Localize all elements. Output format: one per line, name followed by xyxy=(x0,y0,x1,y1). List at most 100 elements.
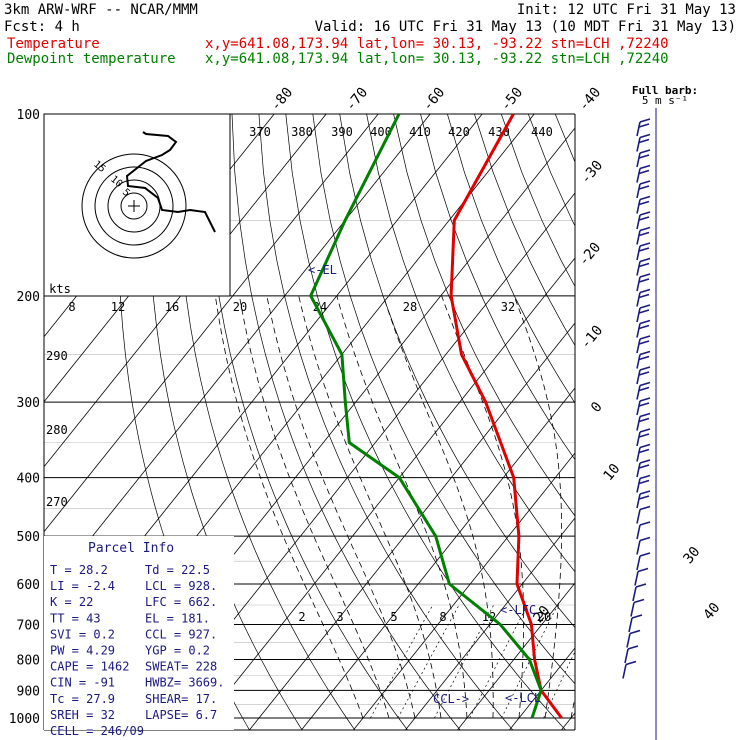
isotherm-label-right: -20 xyxy=(576,240,605,270)
barb-key-units: 5 m s⁻¹ xyxy=(642,94,688,107)
isotherm-line xyxy=(44,114,379,533)
isotherm-label-top: -60 xyxy=(420,85,449,115)
wind-barb-flag xyxy=(639,149,651,154)
wind-barb-flag xyxy=(639,335,651,340)
moist-adiabat xyxy=(383,295,494,718)
pressure-label: 800 xyxy=(17,653,40,668)
isotherm-label-top: -80 xyxy=(268,85,297,115)
valid-time: Valid: 16 UTC Fri 31 May 13 (10 MDT Fri … xyxy=(315,19,736,35)
wind-barb-shaft xyxy=(636,121,641,137)
dewpoint-line xyxy=(309,114,543,719)
parcel-row-right: HWBZ= 3669. xyxy=(145,676,224,690)
wind-barb-shaft xyxy=(636,354,641,369)
wind-barb-flag xyxy=(639,459,651,464)
adiabat-label: 280 xyxy=(46,423,68,437)
parcel-row-right: LFC = 662. xyxy=(145,595,217,609)
pressure-label: 300 xyxy=(17,396,40,411)
wind-barb-flag xyxy=(639,273,651,278)
isotherm-label-right: -10 xyxy=(578,323,607,353)
isotherm-line xyxy=(665,114,740,731)
wind-barb-shaft xyxy=(636,524,641,540)
wind-barb-flag xyxy=(639,133,651,139)
pressure-label: 700 xyxy=(17,618,40,633)
profiles xyxy=(309,114,563,719)
wind-barb-flag xyxy=(639,257,651,263)
wind-barb-flag xyxy=(638,278,650,283)
wind-barb-flag xyxy=(639,474,651,480)
wind-barb-shaft xyxy=(636,338,641,354)
wind-barb-flag xyxy=(629,629,641,635)
wind-barb-shaft xyxy=(636,137,641,152)
hodograph-trace xyxy=(125,131,216,233)
wind-barb-flag xyxy=(639,536,651,542)
theta-label: 410 xyxy=(409,125,431,139)
moist-adiabat xyxy=(441,295,524,719)
parcel-row-left: Tc = 27.9 xyxy=(50,692,115,706)
dry-adiabat xyxy=(527,114,575,227)
parcel-row-left: TT = 43 xyxy=(50,611,101,625)
wind-barb-shaft xyxy=(636,276,641,292)
annotations: <-EL <-LFC CCL-> <-LCL xyxy=(308,263,541,706)
wind-barb-flag xyxy=(638,216,650,221)
wind-barb-flag xyxy=(638,479,650,485)
isotherm-label-top: -40 xyxy=(576,85,605,115)
hodo-axis-label: 8 xyxy=(68,300,75,314)
wind-barb-shaft xyxy=(636,509,641,524)
isotherm-line xyxy=(404,517,575,730)
wind-barb-shaft xyxy=(636,493,641,509)
wind-barb-shaft xyxy=(636,416,641,431)
parcel-row-right: YGP = 0.2 xyxy=(145,644,210,658)
wind-barb-shaft xyxy=(636,292,641,307)
isotherm-label-right: -30 xyxy=(578,158,607,188)
wind-barb-flag xyxy=(638,417,650,423)
wind-barb-flag xyxy=(638,123,650,128)
wind-barb-shaft xyxy=(636,431,641,447)
dry-adiabat xyxy=(258,114,514,730)
dry-adiabat xyxy=(636,114,740,731)
wind-barb-shaft xyxy=(636,152,641,168)
legend-temperature-name: Temperature xyxy=(7,36,100,52)
hodograph-ring xyxy=(94,166,174,246)
wind-barb-shaft xyxy=(626,633,631,648)
wind-barb-flag xyxy=(638,386,650,392)
wind-barb-shaft xyxy=(636,261,641,276)
dry-adiabat xyxy=(500,114,575,288)
parcel-row-right: LCL = 928. xyxy=(145,579,217,593)
wind-barb-shaft xyxy=(636,400,641,416)
wind-barb-shaft xyxy=(636,230,641,245)
dry-adiabat xyxy=(717,114,740,731)
wind-barb-flag xyxy=(639,397,651,402)
pressure-label: 600 xyxy=(17,578,40,593)
isotherm-line xyxy=(248,322,575,730)
wind-barb-flag xyxy=(639,288,651,294)
annotation-label: CCL-> xyxy=(433,692,469,706)
dry-adiabat xyxy=(663,114,740,731)
moist-adiabat xyxy=(336,295,468,719)
wind-barb-flag xyxy=(638,448,650,454)
moist-adiabat xyxy=(513,295,562,719)
wind-barb-flag xyxy=(638,464,650,469)
isotherm-label-right: 40 xyxy=(700,600,723,623)
hodo-axis-label: 20 xyxy=(233,300,247,314)
wind-barb-shaft xyxy=(630,602,635,617)
wind-barb-flag xyxy=(638,138,650,144)
annotation-label: <-LFC xyxy=(500,603,536,617)
wind-barb-shaft xyxy=(636,447,641,462)
moist-adiabat xyxy=(239,295,390,719)
mixing-ratio-line xyxy=(370,604,434,719)
isotherm-line xyxy=(300,387,575,730)
dry-adiabat xyxy=(285,114,567,730)
parcel-row-right: LAPSE= 6.7 xyxy=(145,708,217,722)
wind-barb-shaft xyxy=(636,199,641,214)
mixing-ratio-label: 5 xyxy=(390,610,397,624)
adiabat-label: 290 xyxy=(46,349,68,363)
model-title: 3km ARW-WRF -- NCAR/MMM xyxy=(4,2,198,18)
mixing-ratio-label: 2 xyxy=(298,610,305,624)
dry-adiabat xyxy=(366,114,575,573)
hodo-axis-label: 32 xyxy=(501,300,515,314)
isotherm-line xyxy=(196,257,575,730)
mixing-ratio-label: 3 xyxy=(336,610,343,624)
isotherm-line xyxy=(613,114,740,731)
mixing-ratio-label: 8 xyxy=(439,610,446,624)
